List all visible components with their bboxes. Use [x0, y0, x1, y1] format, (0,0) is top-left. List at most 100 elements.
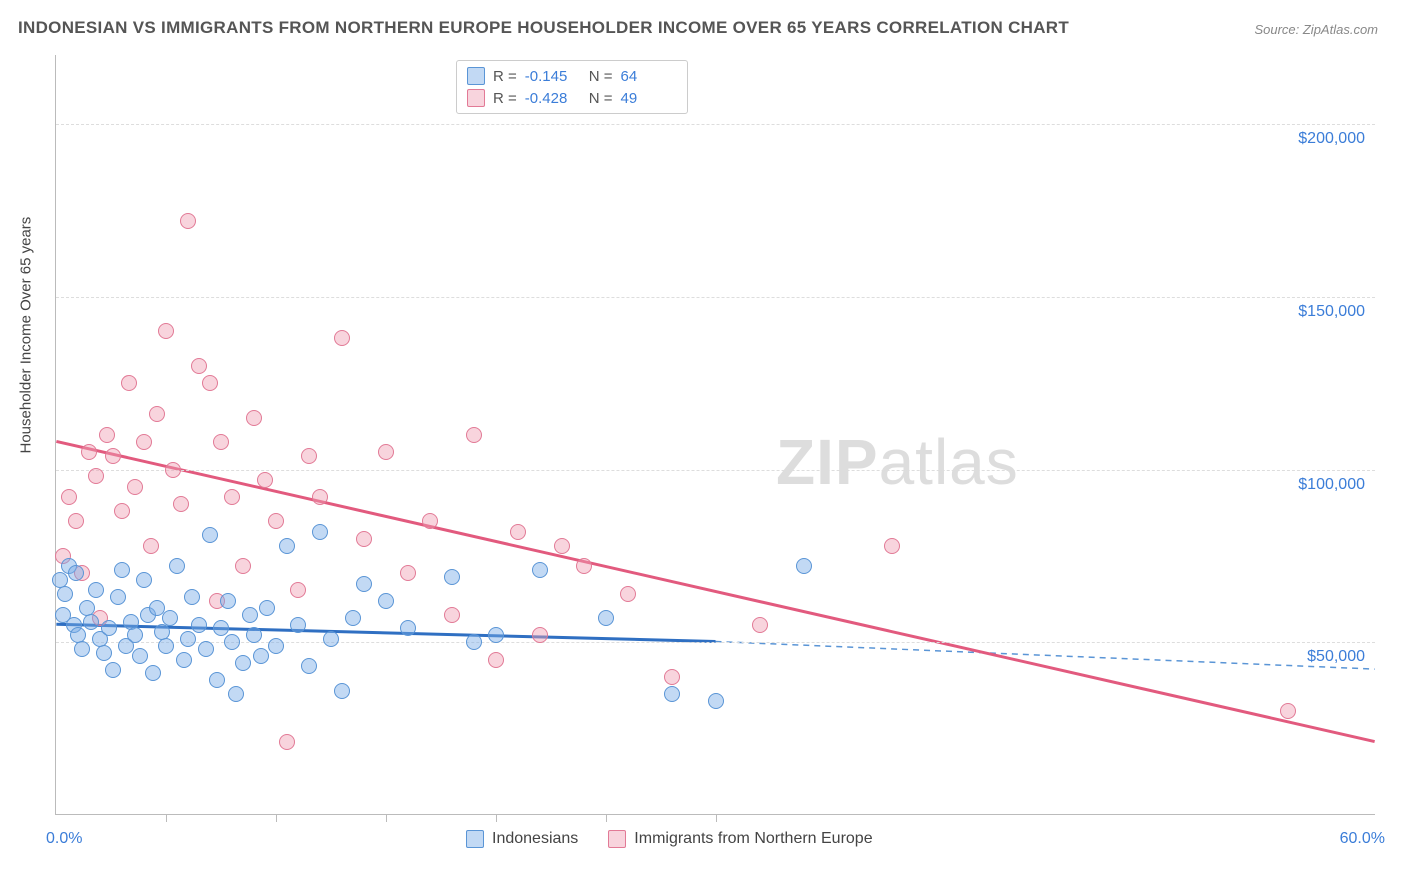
scatter-point-blue: [290, 617, 306, 633]
scatter-point-blue: [708, 693, 724, 709]
scatter-point-pink: [466, 427, 482, 443]
legend-label: Indonesians: [492, 830, 578, 848]
scatter-point-pink: [235, 558, 251, 574]
gridline: [56, 470, 1375, 471]
scatter-point-pink: [143, 538, 159, 554]
legend-label: Immigrants from Northern Europe: [634, 830, 872, 848]
legend-row-pink: R = -0.428 N = 49: [467, 87, 677, 109]
scatter-point-blue: [268, 638, 284, 654]
scatter-point-blue: [488, 627, 504, 643]
scatter-point-pink: [114, 503, 130, 519]
legend-row-blue: R = -0.145 N = 64: [467, 65, 677, 87]
scatter-point-blue: [202, 527, 218, 543]
x-axis-max-label: 60.0%: [1340, 830, 1385, 848]
x-tick: [276, 814, 277, 822]
chart-title: INDONESIAN VS IMMIGRANTS FROM NORTHERN E…: [18, 18, 1069, 38]
x-axis-min-label: 0.0%: [46, 830, 82, 848]
x-tick: [496, 814, 497, 822]
scatter-point-pink: [488, 652, 504, 668]
scatter-point-blue: [127, 627, 143, 643]
swatch-blue: [466, 830, 484, 848]
scatter-point-pink: [279, 734, 295, 750]
legend-item-pink: Immigrants from Northern Europe: [608, 830, 872, 848]
scatter-point-pink: [884, 538, 900, 554]
scatter-point-pink: [158, 323, 174, 339]
scatter-point-blue: [444, 569, 460, 585]
scatter-point-pink: [136, 434, 152, 450]
scatter-point-blue: [96, 645, 112, 661]
scatter-point-blue: [224, 634, 240, 650]
scatter-point-blue: [158, 638, 174, 654]
scatter-point-blue: [105, 662, 121, 678]
scatter-point-blue: [664, 686, 680, 702]
scatter-point-pink: [620, 586, 636, 602]
scatter-point-blue: [323, 631, 339, 647]
scatter-point-blue: [180, 631, 196, 647]
legend-item-blue: Indonesians: [466, 830, 578, 848]
scatter-point-pink: [532, 627, 548, 643]
scatter-point-blue: [400, 620, 416, 636]
scatter-point-pink: [356, 531, 372, 547]
scatter-point-blue: [83, 614, 99, 630]
y-tick-label: $100,000: [1298, 476, 1365, 494]
scatter-point-blue: [228, 686, 244, 702]
scatter-point-pink: [121, 375, 137, 391]
correlation-chart: INDONESIAN VS IMMIGRANTS FROM NORTHERN E…: [0, 0, 1406, 892]
scatter-point-blue: [169, 558, 185, 574]
scatter-point-blue: [57, 586, 73, 602]
scatter-point-blue: [162, 610, 178, 626]
scatter-point-pink: [378, 444, 394, 460]
x-tick: [386, 814, 387, 822]
scatter-point-blue: [532, 562, 548, 578]
x-tick: [166, 814, 167, 822]
scatter-point-pink: [224, 489, 240, 505]
y-tick-label: $150,000: [1298, 303, 1365, 321]
swatch-pink: [608, 830, 626, 848]
scatter-point-pink: [510, 524, 526, 540]
scatter-point-blue: [110, 589, 126, 605]
series-legend: Indonesians Immigrants from Northern Eur…: [466, 830, 873, 848]
scatter-point-blue: [345, 610, 361, 626]
y-tick-label: $200,000: [1298, 130, 1365, 148]
scatter-point-pink: [191, 358, 207, 374]
scatter-point-blue: [796, 558, 812, 574]
scatter-point-pink: [257, 472, 273, 488]
scatter-point-blue: [114, 562, 130, 578]
scatter-point-blue: [312, 524, 328, 540]
scatter-point-pink: [99, 427, 115, 443]
scatter-point-pink: [752, 617, 768, 633]
scatter-point-blue: [466, 634, 482, 650]
scatter-point-blue: [213, 620, 229, 636]
scatter-point-blue: [132, 648, 148, 664]
scatter-point-pink: [81, 444, 97, 460]
scatter-point-blue: [88, 582, 104, 598]
x-tick: [716, 814, 717, 822]
scatter-point-pink: [173, 496, 189, 512]
gridline: [56, 297, 1375, 298]
scatter-point-pink: [444, 607, 460, 623]
scatter-point-pink: [290, 582, 306, 598]
scatter-point-blue: [184, 589, 200, 605]
scatter-point-pink: [105, 448, 121, 464]
y-tick-label: $50,000: [1307, 648, 1365, 666]
scatter-point-pink: [422, 513, 438, 529]
scatter-point-pink: [301, 448, 317, 464]
scatter-point-pink: [68, 513, 84, 529]
scatter-point-blue: [101, 620, 117, 636]
scatter-point-pink: [165, 462, 181, 478]
scatter-point-pink: [202, 375, 218, 391]
scatter-point-blue: [253, 648, 269, 664]
correlation-legend: R = -0.145 N = 64 R = -0.428 N = 49: [456, 60, 688, 114]
scatter-point-blue: [334, 683, 350, 699]
scatter-point-blue: [378, 593, 394, 609]
scatter-point-pink: [127, 479, 143, 495]
swatch-blue: [467, 67, 485, 85]
swatch-pink: [467, 89, 485, 107]
scatter-point-blue: [246, 627, 262, 643]
scatter-point-blue: [68, 565, 84, 581]
scatter-point-blue: [235, 655, 251, 671]
scatter-point-blue: [176, 652, 192, 668]
scatter-point-pink: [61, 489, 77, 505]
scatter-point-blue: [191, 617, 207, 633]
scatter-point-pink: [576, 558, 592, 574]
